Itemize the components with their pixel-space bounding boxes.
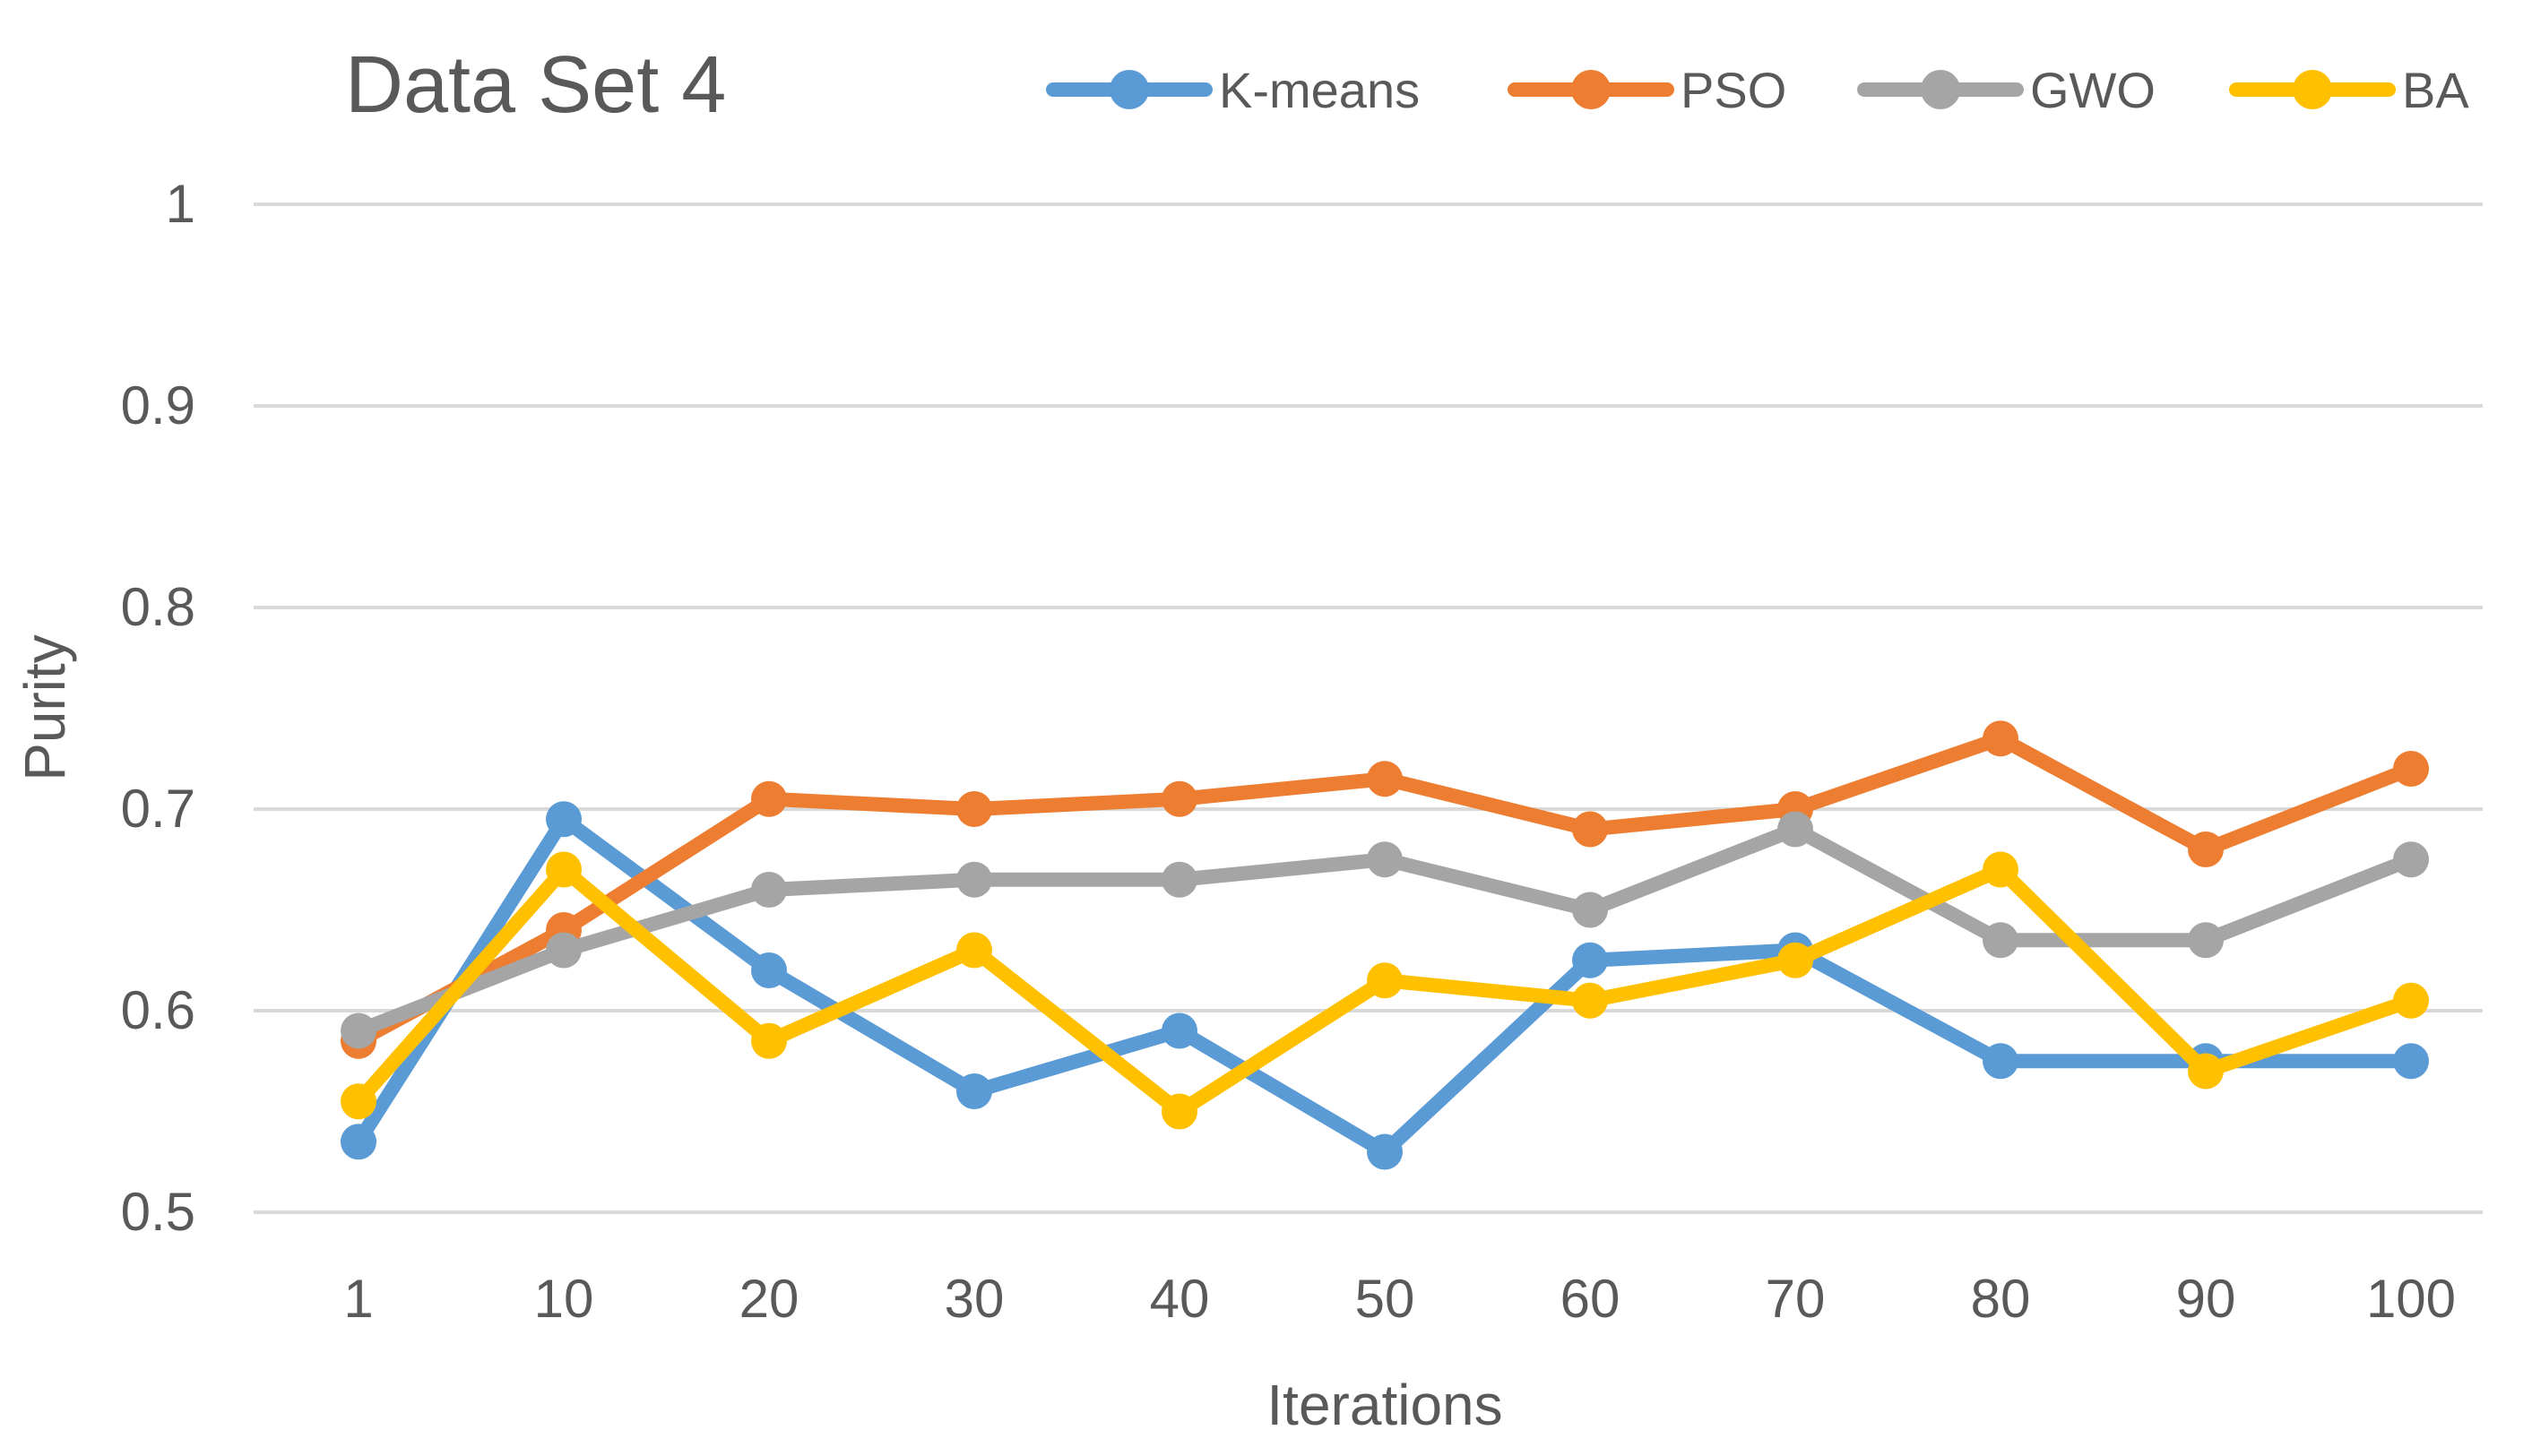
legend-item: K-means [1046, 62, 1420, 118]
legend-marker [2293, 70, 2332, 109]
y-tick-label: 0.7 [121, 779, 195, 839]
x-tick-label: 20 [739, 1269, 799, 1329]
legend-item: GWO [1857, 62, 2156, 118]
data-point [2188, 831, 2224, 867]
data-point [1162, 861, 1197, 898]
legend: K-means PSO GWO BA [1046, 62, 2469, 118]
x-axis-ticks: 1 10 20 30 40 50 60 70 80 90 100 [343, 1269, 2456, 1329]
data-point [1572, 942, 1608, 978]
x-tick-label: 50 [1355, 1269, 1415, 1329]
x-tick-label: 30 [945, 1269, 1005, 1329]
data-point [1777, 811, 1813, 848]
chart-title: Data Set 4 [345, 40, 726, 130]
data-point [546, 801, 582, 838]
data-point [1162, 1012, 1197, 1049]
series-gwo [341, 811, 2429, 1049]
data-point [956, 932, 992, 969]
data-point [2393, 841, 2429, 878]
data-point [751, 872, 787, 908]
y-tick-label: 0.8 [121, 577, 195, 637]
data-point [751, 952, 787, 988]
data-point [1983, 922, 2018, 959]
data-point [1983, 1043, 2018, 1080]
legend-item: BA [2229, 62, 2469, 118]
data-point [1983, 851, 2018, 888]
data-point [1572, 811, 1608, 848]
x-axis-title: Iterations [1266, 1373, 1502, 1437]
y-axis-title: Purity [13, 634, 77, 781]
legend-label: BA [2402, 62, 2469, 118]
data-point [1572, 982, 1608, 1019]
data-point [2393, 1043, 2429, 1080]
series-ba [341, 851, 2429, 1130]
legend-marker [1110, 70, 1149, 109]
data-point [1367, 841, 1403, 878]
legend-label: GWO [2030, 62, 2156, 118]
data-point [1162, 780, 1197, 817]
legend-marker [1921, 70, 1960, 109]
data-point [1572, 892, 1608, 928]
data-point [956, 1073, 992, 1109]
data-point [2188, 922, 2224, 959]
data-point [956, 791, 992, 827]
x-tick-label: 40 [1150, 1269, 1210, 1329]
legend-item: PSO [1508, 62, 1786, 118]
data-point [751, 780, 787, 817]
data-point [956, 861, 992, 898]
data-point [546, 851, 582, 888]
y-axis-ticks: 0.5 0.6 0.7 0.8 0.9 1 [121, 174, 195, 1242]
legend-label: K-means [1219, 62, 1420, 118]
data-point [2393, 751, 2429, 787]
x-tick-label: 70 [1766, 1269, 1826, 1329]
x-tick-label: 1 [343, 1269, 373, 1329]
x-tick-label: 80 [1971, 1269, 2031, 1329]
data-point [1367, 1133, 1403, 1170]
y-tick-label: 0.5 [121, 1182, 195, 1242]
data-point [751, 1022, 787, 1059]
legend-marker [1571, 70, 1611, 109]
x-tick-label: 90 [2176, 1269, 2236, 1329]
data-point [1777, 942, 1813, 978]
data-point [2188, 1053, 2224, 1090]
legend-label: PSO [1681, 62, 1786, 118]
data-point [1367, 962, 1403, 999]
y-tick-label: 0.9 [121, 375, 195, 435]
gridlines [254, 202, 2483, 1214]
data-point [1983, 720, 2018, 757]
series-layer [341, 720, 2429, 1170]
x-tick-label: 100 [2366, 1269, 2456, 1329]
data-point [341, 1012, 376, 1049]
data-point [1162, 1093, 1197, 1130]
data-point [341, 1083, 376, 1120]
y-tick-label: 1 [166, 174, 195, 234]
data-point [546, 932, 582, 969]
x-tick-label: 60 [1560, 1269, 1620, 1329]
data-point [2393, 982, 2429, 1019]
data-point [341, 1124, 376, 1160]
x-tick-label: 10 [534, 1269, 594, 1329]
data-point [1367, 761, 1403, 797]
y-tick-label: 0.6 [121, 980, 195, 1040]
